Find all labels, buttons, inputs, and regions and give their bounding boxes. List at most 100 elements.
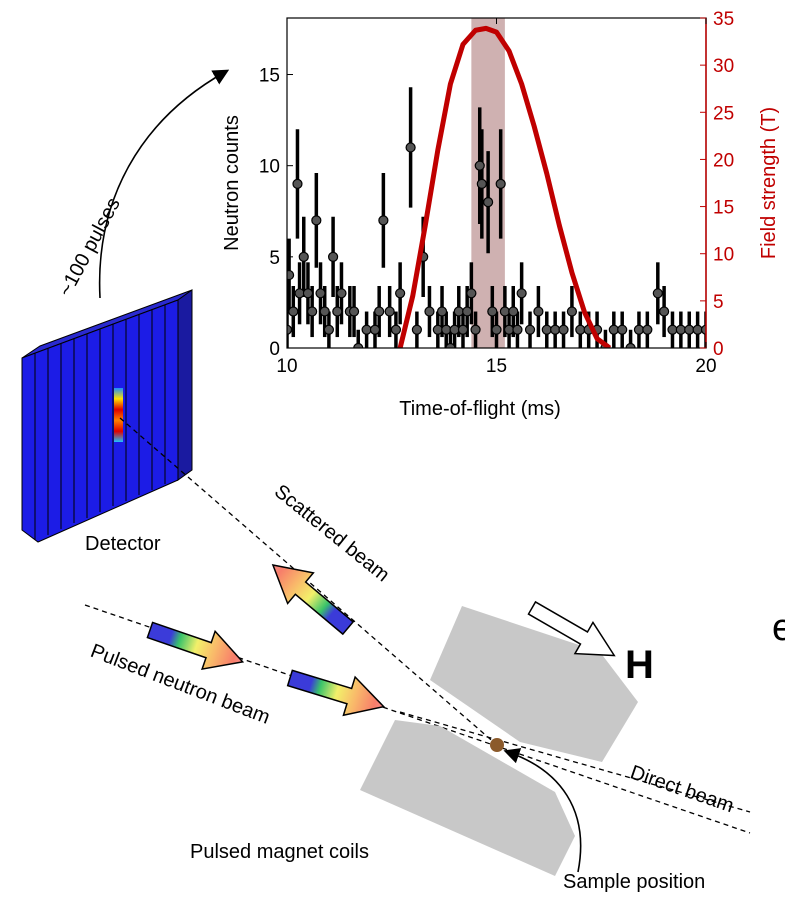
- data-point: [675, 324, 686, 335]
- x-tick-label: 15: [486, 356, 507, 377]
- data-point: [378, 215, 389, 226]
- data-point: [512, 324, 523, 335]
- data-point: [474, 160, 485, 171]
- data-point: [315, 288, 326, 299]
- y-tick-label: 5: [269, 248, 280, 269]
- data-point: [369, 324, 381, 335]
- data-point: [617, 324, 628, 335]
- field-curve: [397, 25, 612, 348]
- data-point: [294, 288, 305, 299]
- data-point: [476, 178, 487, 190]
- data-point: [332, 306, 343, 317]
- data-point: [348, 306, 360, 317]
- data-point: [302, 288, 314, 299]
- plot-data: [287, 25, 706, 348]
- data-point: [667, 324, 678, 335]
- data-point: [405, 142, 416, 153]
- y2-tick-label: 20: [713, 150, 734, 171]
- y2-tick-label: 0: [713, 339, 724, 360]
- x-tick-label: 10: [276, 356, 297, 377]
- data-point: [445, 342, 456, 348]
- beam-arrow-1: [146, 621, 245, 671]
- data-point: [491, 324, 502, 335]
- data-point: [311, 215, 322, 226]
- data-point: [524, 324, 536, 335]
- magnet-lower: [360, 720, 575, 876]
- coils-label: Pulsed magnet coils: [190, 841, 369, 863]
- data-point: [307, 306, 318, 317]
- magnet-upper: [430, 606, 638, 762]
- data-point: [424, 306, 435, 317]
- diagram: ~100 pulses Detector Scattered beam Puls…: [21, 69, 785, 893]
- pulses-label: ~100 pulses: [55, 194, 125, 300]
- cropped-text: e: [772, 607, 785, 649]
- data-point: [642, 324, 653, 335]
- y2-tick-label: 35: [713, 9, 734, 30]
- data-point: [374, 306, 385, 317]
- y2-tick-label: 5: [713, 292, 724, 313]
- data-point: [336, 288, 347, 299]
- beam-line-2: [399, 711, 751, 813]
- data-point: [692, 324, 703, 335]
- detector-hotspot: [114, 388, 123, 442]
- scatter-line: [119, 417, 498, 746]
- data-point: [432, 324, 443, 335]
- incoming-label: Pulsed neutron beam: [87, 640, 272, 729]
- data-point: [323, 324, 334, 335]
- y-tick-label: 10: [259, 157, 280, 178]
- data-point: [436, 306, 448, 317]
- data-point: [298, 251, 309, 262]
- detector-label: Detector: [85, 533, 161, 555]
- data-point: [411, 324, 422, 335]
- data-point: [361, 324, 372, 335]
- data-point: [462, 306, 473, 317]
- data-point: [566, 306, 578, 317]
- data-point: [470, 324, 481, 335]
- data-point: [353, 342, 364, 348]
- data-point: [287, 269, 295, 281]
- data-point: [503, 324, 515, 335]
- sample-arrow: [503, 748, 582, 873]
- y-tick-label: 0: [269, 339, 280, 360]
- sample: [490, 738, 504, 752]
- scatter-arrow: [271, 564, 355, 636]
- x-axis-label: Time-of-flight (ms): [399, 398, 560, 420]
- y-tick-label: 15: [259, 66, 280, 87]
- x-tick-label: 20: [695, 356, 716, 377]
- field-label: H: [625, 643, 654, 687]
- data-point: [495, 178, 506, 190]
- y2-axis-label: Field strength (T): [758, 107, 780, 259]
- data-point: [453, 306, 464, 317]
- direct-label: Direct beam: [627, 761, 736, 817]
- data-point: [558, 324, 569, 335]
- data-point: [533, 306, 544, 317]
- data-point: [327, 251, 339, 262]
- data-point: [287, 324, 293, 335]
- data-point: [633, 324, 645, 335]
- data-point: [483, 197, 494, 208]
- data-point: [319, 306, 330, 317]
- data-point: [288, 306, 299, 317]
- sample-label: Sample position: [563, 871, 705, 893]
- data-point: [608, 324, 619, 335]
- y2-tick-label: 25: [713, 103, 734, 124]
- y2-tick-label: 10: [713, 245, 734, 266]
- y2-tick-label: 30: [713, 56, 734, 77]
- data-point: [441, 324, 452, 335]
- data-point: [390, 324, 402, 335]
- detector-side: [177, 289, 193, 481]
- data-point: [487, 306, 498, 317]
- detector-slats: [34, 305, 166, 540]
- data-point: [652, 288, 663, 299]
- data-point: [658, 306, 670, 317]
- y2-tick-label: 15: [713, 198, 734, 219]
- data-point: [384, 306, 395, 317]
- y-axis-label: Neutron counts: [221, 115, 243, 251]
- data-point: [395, 288, 406, 299]
- data-point: [449, 324, 460, 335]
- data-point: [466, 288, 477, 299]
- data-point: [457, 324, 469, 335]
- data-point: [550, 324, 561, 335]
